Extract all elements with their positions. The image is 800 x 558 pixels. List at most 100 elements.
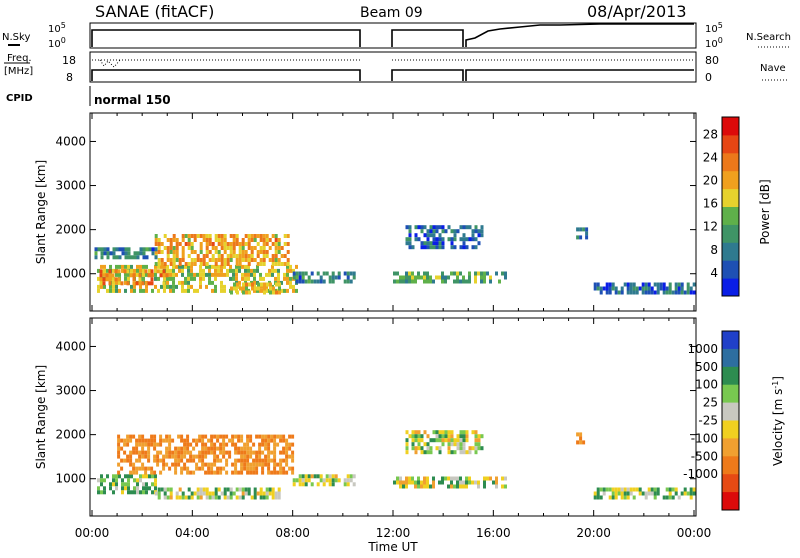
heatmap-cell bbox=[214, 258, 218, 262]
heatmap-cell bbox=[235, 272, 238, 277]
heatmap-cell bbox=[263, 290, 266, 295]
heatmap-cell bbox=[647, 282, 651, 287]
heatmap-cell bbox=[668, 487, 672, 492]
heatmap-cell bbox=[261, 450, 265, 455]
heatmap-cell bbox=[189, 442, 193, 447]
heatmap-cell bbox=[638, 487, 642, 492]
heatmap-cell bbox=[175, 284, 178, 289]
heatmap-cell bbox=[229, 242, 233, 246]
colorbar-swatch bbox=[722, 474, 739, 493]
heatmap-cell bbox=[214, 495, 218, 500]
heatmap-cell bbox=[453, 229, 457, 234]
heatmap-cell bbox=[629, 290, 633, 295]
heatmap-cell bbox=[453, 233, 457, 238]
heatmap-cell bbox=[166, 258, 170, 262]
heatmap-cell bbox=[220, 242, 224, 246]
heatmap-cell bbox=[414, 237, 418, 242]
heatmap-cell bbox=[408, 225, 412, 230]
xtick-label: 16:00 bbox=[476, 526, 511, 540]
heatmap-cell bbox=[223, 487, 227, 492]
heatmap-cell bbox=[217, 264, 220, 269]
heatmap-cell bbox=[139, 284, 142, 289]
freq-unit: [MHz] bbox=[4, 66, 33, 77]
heatmap-cell bbox=[138, 438, 142, 443]
freq-line-2 bbox=[391, 69, 464, 81]
heatmap-cell bbox=[181, 238, 185, 242]
heatmap-cell bbox=[117, 454, 121, 459]
heatmap-cell bbox=[241, 254, 245, 258]
heatmap-cell bbox=[244, 272, 247, 277]
heatmap-cell bbox=[441, 237, 445, 242]
heatmap-cell bbox=[127, 482, 130, 487]
heatmap-cell bbox=[160, 262, 164, 266]
heatmap-cell bbox=[139, 490, 142, 495]
heatmap-cell bbox=[165, 434, 169, 439]
nave-tick-top: 80 bbox=[705, 54, 719, 67]
heatmap-cell bbox=[617, 491, 621, 496]
heatmap-cell bbox=[234, 466, 238, 471]
heatmap-cell bbox=[264, 438, 268, 443]
heatmap-cell bbox=[220, 246, 224, 250]
heatmap-cell bbox=[178, 495, 182, 500]
heatmap-cell bbox=[635, 487, 639, 492]
heatmap-cell bbox=[222, 466, 226, 471]
heatmap-cell bbox=[408, 275, 411, 280]
heatmap-cell bbox=[196, 272, 199, 277]
heatmap-cell bbox=[133, 486, 136, 491]
heatmap-cell bbox=[205, 246, 209, 250]
heatmap-cell bbox=[136, 486, 139, 491]
heatmap-cell bbox=[405, 480, 408, 485]
heatmap-cell bbox=[208, 258, 212, 262]
heatmap-cell bbox=[217, 495, 221, 500]
heatmap-cell bbox=[189, 470, 193, 475]
heatmap-cell bbox=[468, 480, 471, 485]
heatmap-cell bbox=[238, 258, 242, 262]
heatmap-cell bbox=[593, 286, 597, 291]
heatmap-cell bbox=[277, 258, 281, 262]
heatmap-cell bbox=[105, 277, 109, 282]
heatmap-cell bbox=[647, 491, 651, 496]
heatmap-cell bbox=[258, 446, 262, 451]
heatmap-cell bbox=[468, 275, 471, 280]
heatmap-cell bbox=[216, 434, 220, 439]
heatmap-cell bbox=[130, 474, 133, 479]
heatmap-cell bbox=[408, 434, 412, 439]
heatmap-cell bbox=[198, 450, 202, 455]
heatmap-cell bbox=[171, 454, 175, 459]
heatmap-cell bbox=[205, 262, 209, 266]
heatmap-cell bbox=[270, 434, 274, 439]
heatmap-cell bbox=[145, 486, 148, 491]
heatmap-cell bbox=[234, 462, 238, 467]
heatmap-cell bbox=[280, 254, 284, 258]
heatmap-cell bbox=[277, 262, 281, 266]
heatmap-cell bbox=[602, 286, 606, 291]
heatmap-cell bbox=[438, 430, 442, 435]
heatmap-cell bbox=[420, 438, 424, 443]
heatmap-cell bbox=[247, 276, 250, 281]
heatmap-cell bbox=[135, 470, 139, 475]
heatmap-cell bbox=[423, 450, 427, 455]
heatmap-cell bbox=[264, 454, 268, 459]
heatmap-cell bbox=[292, 482, 296, 487]
heatmap-cell bbox=[462, 434, 466, 439]
heatmap-cell bbox=[304, 478, 308, 483]
heatmap-cell bbox=[492, 480, 495, 485]
heatmap-cell bbox=[208, 272, 211, 277]
heatmap-cell bbox=[166, 250, 170, 254]
heatmap-cell bbox=[262, 246, 266, 250]
heatmap-cell bbox=[250, 268, 253, 273]
heatmap-cell bbox=[256, 254, 260, 258]
heatmap-cell bbox=[462, 245, 466, 250]
heatmap-cell bbox=[234, 446, 238, 451]
heatmap-cell bbox=[582, 227, 586, 232]
heatmap-cell bbox=[217, 234, 221, 238]
heatmap-cell bbox=[205, 491, 209, 496]
colorbar-tick-label: -500 bbox=[691, 449, 718, 463]
heatmap-cell bbox=[159, 458, 163, 463]
heatmap-cell bbox=[178, 268, 181, 273]
heatmap-cell bbox=[298, 482, 302, 487]
heatmap-cell bbox=[250, 254, 254, 258]
heatmap-cell bbox=[199, 491, 203, 496]
heatmap-cell bbox=[202, 238, 206, 242]
heatmap-cell bbox=[608, 495, 612, 500]
